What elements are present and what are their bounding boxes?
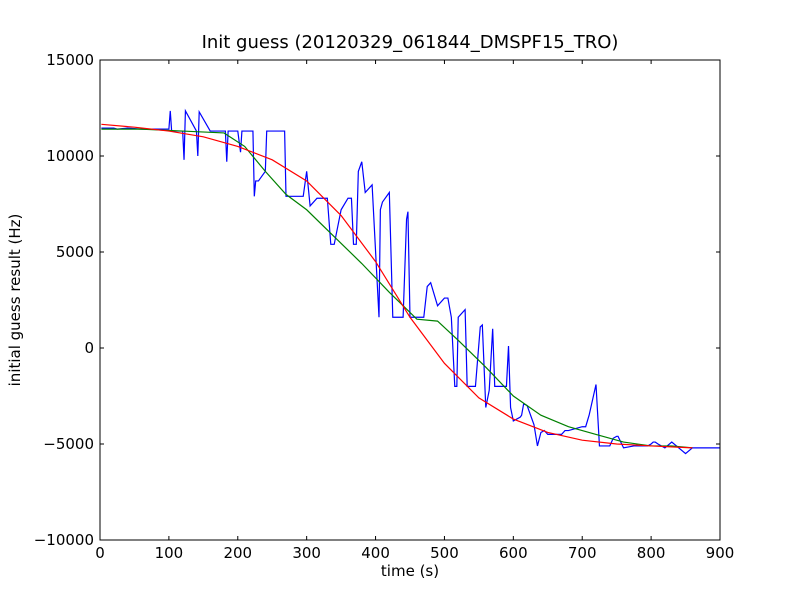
x-tick-label: 100 (155, 544, 184, 562)
y-tick-label: 0 (84, 339, 94, 357)
series-layer (101, 108, 720, 455)
x-tick-label: 500 (430, 544, 459, 562)
x-tick-label: 800 (637, 544, 666, 562)
x-tick-label: 400 (361, 544, 390, 562)
plot-frame (99, 59, 721, 541)
x-tick-label: 700 (568, 544, 597, 562)
x-tick-label: 900 (706, 544, 735, 562)
chart-title: Init guess (20120329_061844_DMSPF15_TRO) (202, 32, 619, 53)
y-axis-label: initial guess result (Hz) (6, 214, 24, 387)
y-tick-label: −10000 (34, 531, 94, 549)
y-tick-label: −5000 (43, 435, 94, 453)
x-tick-labels: 0 100 200 300 400 500 600 700 800 900 (95, 544, 734, 562)
x-axis-label: time (s) (381, 562, 439, 580)
x-tick-label: 0 (95, 544, 105, 562)
y-tick-label: 5000 (56, 243, 94, 261)
series-line-1 (101, 108, 720, 455)
x-tick-label: 300 (292, 544, 321, 562)
y-tick-label: 15000 (46, 51, 94, 69)
plot-area (99, 59, 721, 541)
series-line-2 (101, 128, 693, 449)
x-tick-label: 600 (499, 544, 528, 562)
y-tick-label: 10000 (46, 147, 94, 165)
y-tick-labels: −10000 −5000 0 5000 10000 15000 (34, 51, 94, 549)
ticks-layer (99, 59, 721, 541)
x-tick-label: 200 (223, 544, 252, 562)
series-line-3 (101, 123, 693, 449)
